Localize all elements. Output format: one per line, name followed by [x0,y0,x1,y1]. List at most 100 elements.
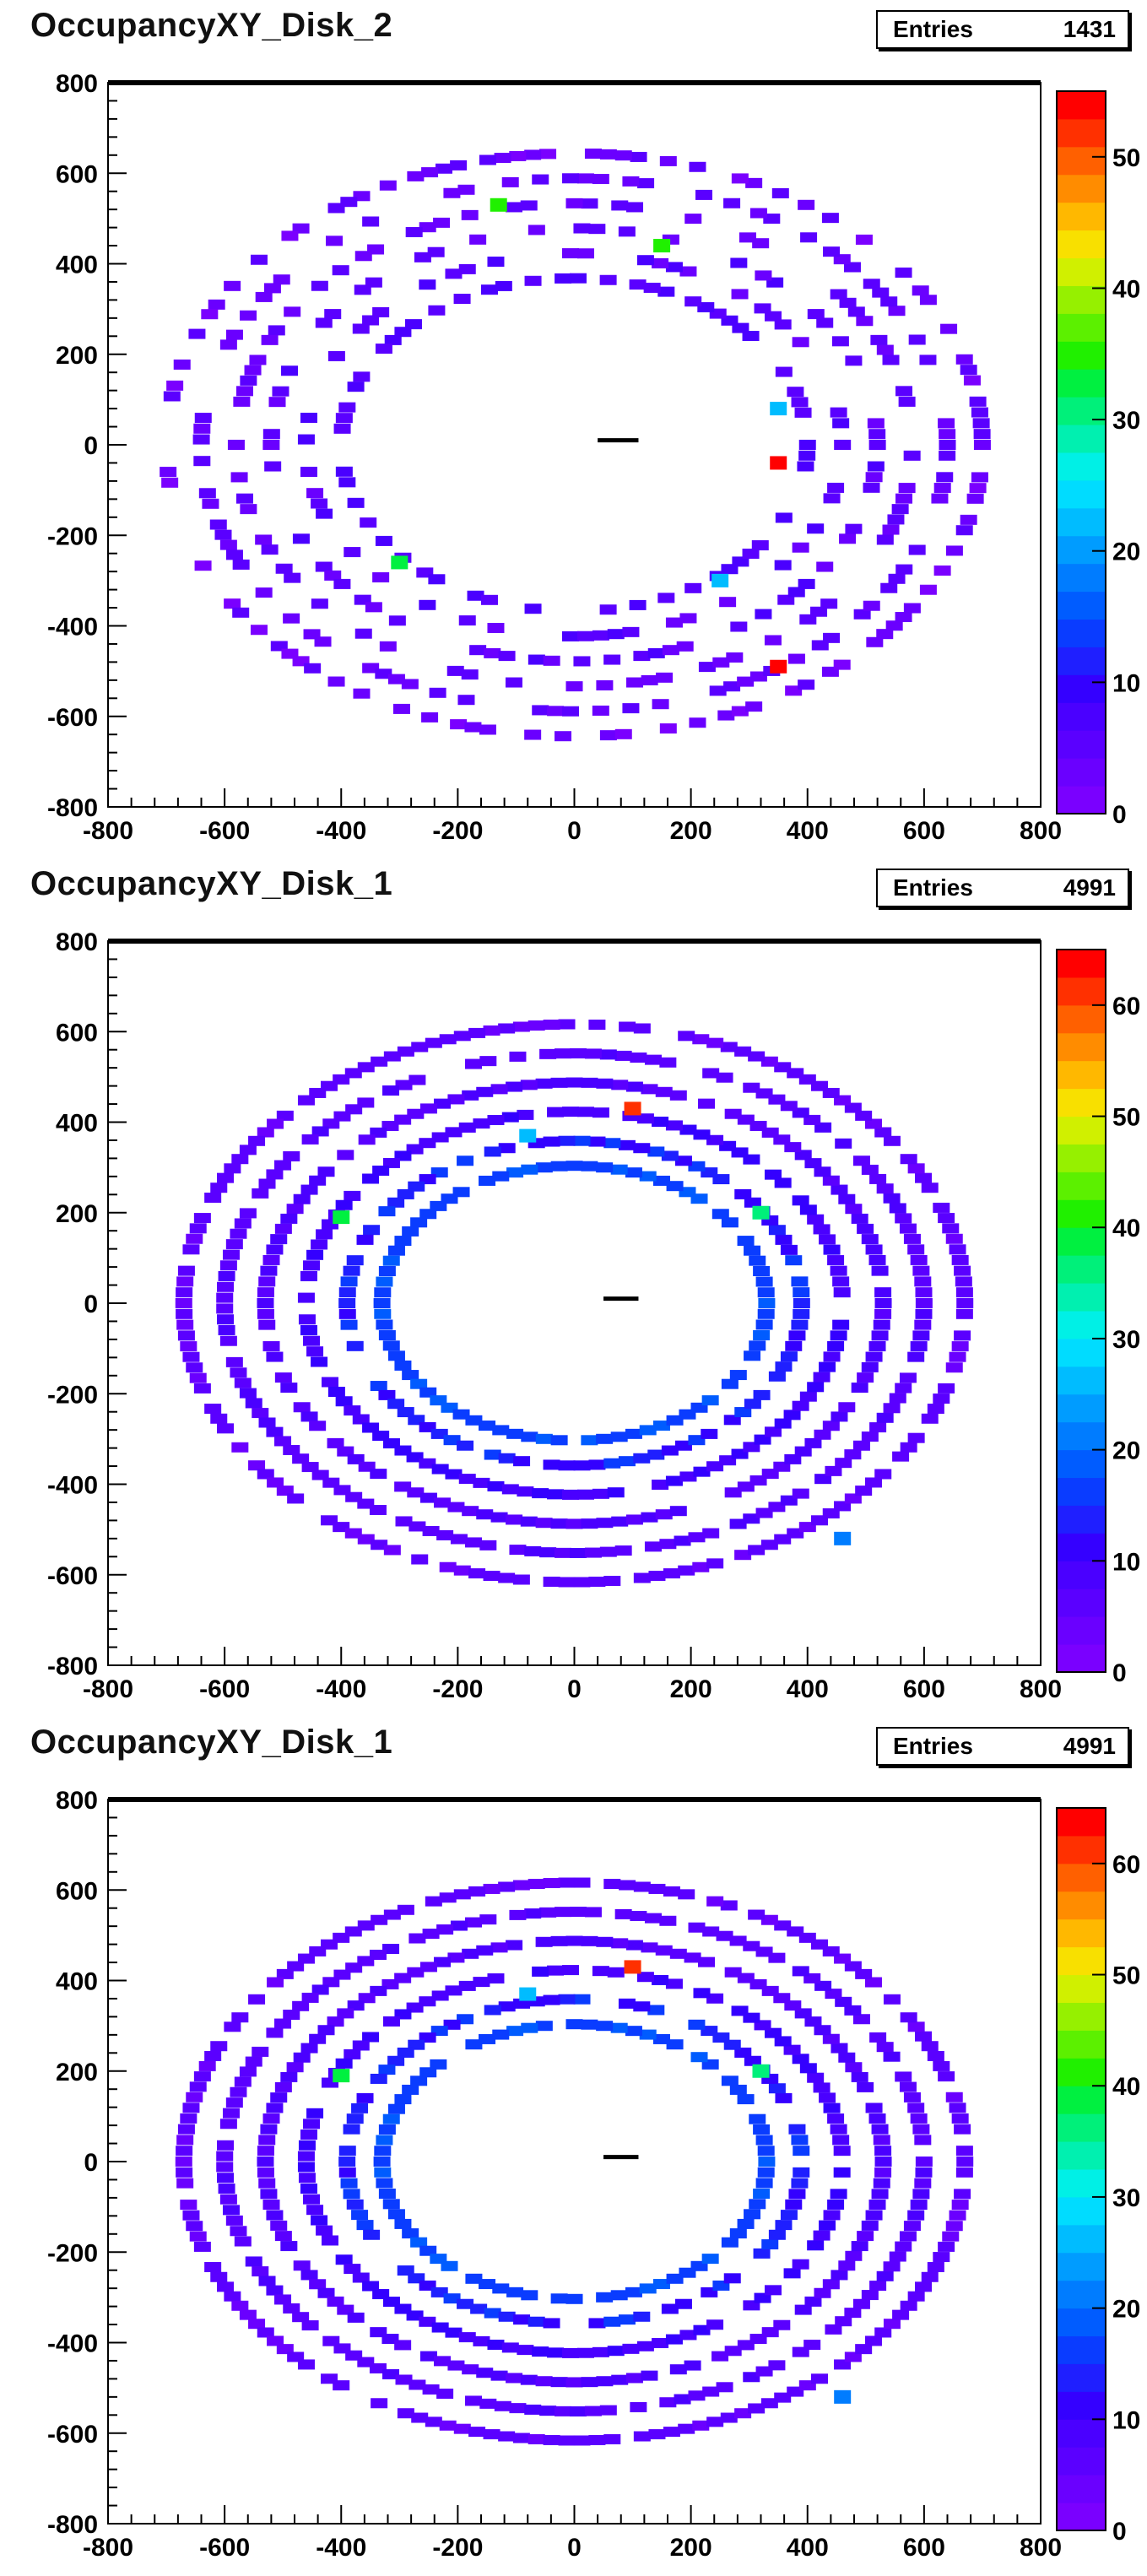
heatmap-cell [370,1381,387,1392]
heatmap-cell [231,2300,249,2311]
heatmap-cell [698,662,716,673]
heatmap-cell [751,540,769,551]
heatmap-cell [301,1462,319,1473]
heatmap-cell [656,672,674,683]
heatmap-cell [374,1287,392,1298]
heatmap-cell [614,728,632,739]
heatmap-cell [753,2124,771,2135]
heatmap-cell [506,2286,524,2297]
heatmap-cell [900,1442,917,1453]
heatmap-cell [880,582,898,593]
heatmap-cell [873,1319,890,1330]
chart-panel-disk-2: OccupancyXY_Disk_2 Entries 1431 -800 -600… [0,0,1147,858]
heatmap-cell [218,1270,235,1281]
heatmap-cell [176,1308,193,1319]
heatmap-cell [702,1528,720,1539]
heatmap-cell [225,1239,243,1250]
heatmap-cell [327,676,345,687]
heatmap-cell [731,173,749,184]
heatmap-cell [315,317,333,328]
heatmap-cell [711,2351,729,2362]
heatmap-cell [248,2319,266,2330]
heatmap-cell [737,1973,755,1983]
color-scale-label: 60 [1112,1851,1140,1879]
heatmap-cell [874,1308,892,1319]
heatmap-cell [581,1077,598,1088]
heatmap-cell [217,1281,235,1292]
heatmap-cell [461,669,479,680]
heatmap-cell [446,665,464,676]
heatmap-cell [773,2319,791,2330]
heatmap-cell [945,2092,963,2102]
heatmap-cell [297,2359,315,2370]
heatmap-cell [558,2435,576,2446]
heatmap-cell [865,472,883,483]
y-tick-label: 400 [56,1968,98,1996]
heatmap-cell [730,621,748,632]
heatmap-cell [276,1110,294,1121]
heatmap-cell [532,705,549,716]
heatmap-cell [266,1426,284,1437]
heatmap-cell [775,366,793,377]
heatmap-cell [883,1193,901,1204]
heatmap-cell [799,1204,817,1215]
heatmap-cell [182,2102,200,2113]
y-tick-label: 800 [56,1787,98,1815]
heatmap-cell [201,309,219,320]
heatmap-cell [513,1998,531,2009]
heatmap-cell [576,630,594,641]
heatmap-cell [387,674,405,685]
heatmap-cell [971,472,988,483]
heatmap-cell [873,2178,890,2189]
heatmap-cell [555,731,572,742]
heatmap-cell [882,354,900,365]
heatmap-cell [479,1540,497,1550]
color-scale-band [1057,1974,1106,2003]
heatmap-cell [737,2094,755,2105]
heatmap-cell [465,1058,483,1069]
heatmap-cell [592,1488,609,1499]
heatmap-cell [382,1085,400,1096]
heatmap-cell [304,663,322,674]
heatmap-cell [666,2039,684,2050]
heatmap-cell [697,1956,715,1967]
heatmap-cell [457,695,475,706]
heatmap-cell [276,2344,294,2355]
color-scale-band [1057,977,1106,1006]
heatmap-cell [792,542,809,553]
heatmap-cell [443,187,461,198]
heatmap-cell [618,1998,636,2009]
x-tick-label: -600 [199,1675,250,1703]
heatmap-cell [375,535,392,546]
heatmap-cell [758,1298,776,1308]
heatmap-cell [592,1966,609,1977]
color-scale-band [1057,1918,1106,1948]
x-tick-label: 200 [670,817,712,845]
heatmap-cell [283,2303,300,2314]
heatmap-cell [300,467,317,478]
color-scale-band [1057,91,1106,120]
heatmap-cell [240,504,257,515]
heatmap-cell [338,2167,356,2178]
heatmap-cell [908,334,926,345]
heatmap-cell [744,1197,761,1208]
heatmap-cell [303,1335,321,1346]
heatmap-cell [484,2308,501,2319]
color-scale-band [1057,2086,1106,2114]
color-scale-band [1057,535,1106,565]
heatmap-cell [770,659,787,674]
heatmap-cell [357,1534,375,1545]
heatmap-cell [933,1394,950,1404]
heatmap-cell [283,2010,300,2021]
heatmap-cell [851,2241,868,2252]
heatmap-cell [505,202,522,213]
heatmap-cell [255,291,273,302]
heatmap-cell [610,1164,628,1175]
heatmap-cell [865,2102,883,2113]
heatmap-cell [804,1158,822,1169]
color-scale-band [1057,591,1106,620]
color-scale-label: 20 [1112,1437,1140,1465]
heatmap-cell [625,1428,642,1439]
heatmap-cell [520,1080,538,1090]
heatmap-cell [458,1474,476,1485]
